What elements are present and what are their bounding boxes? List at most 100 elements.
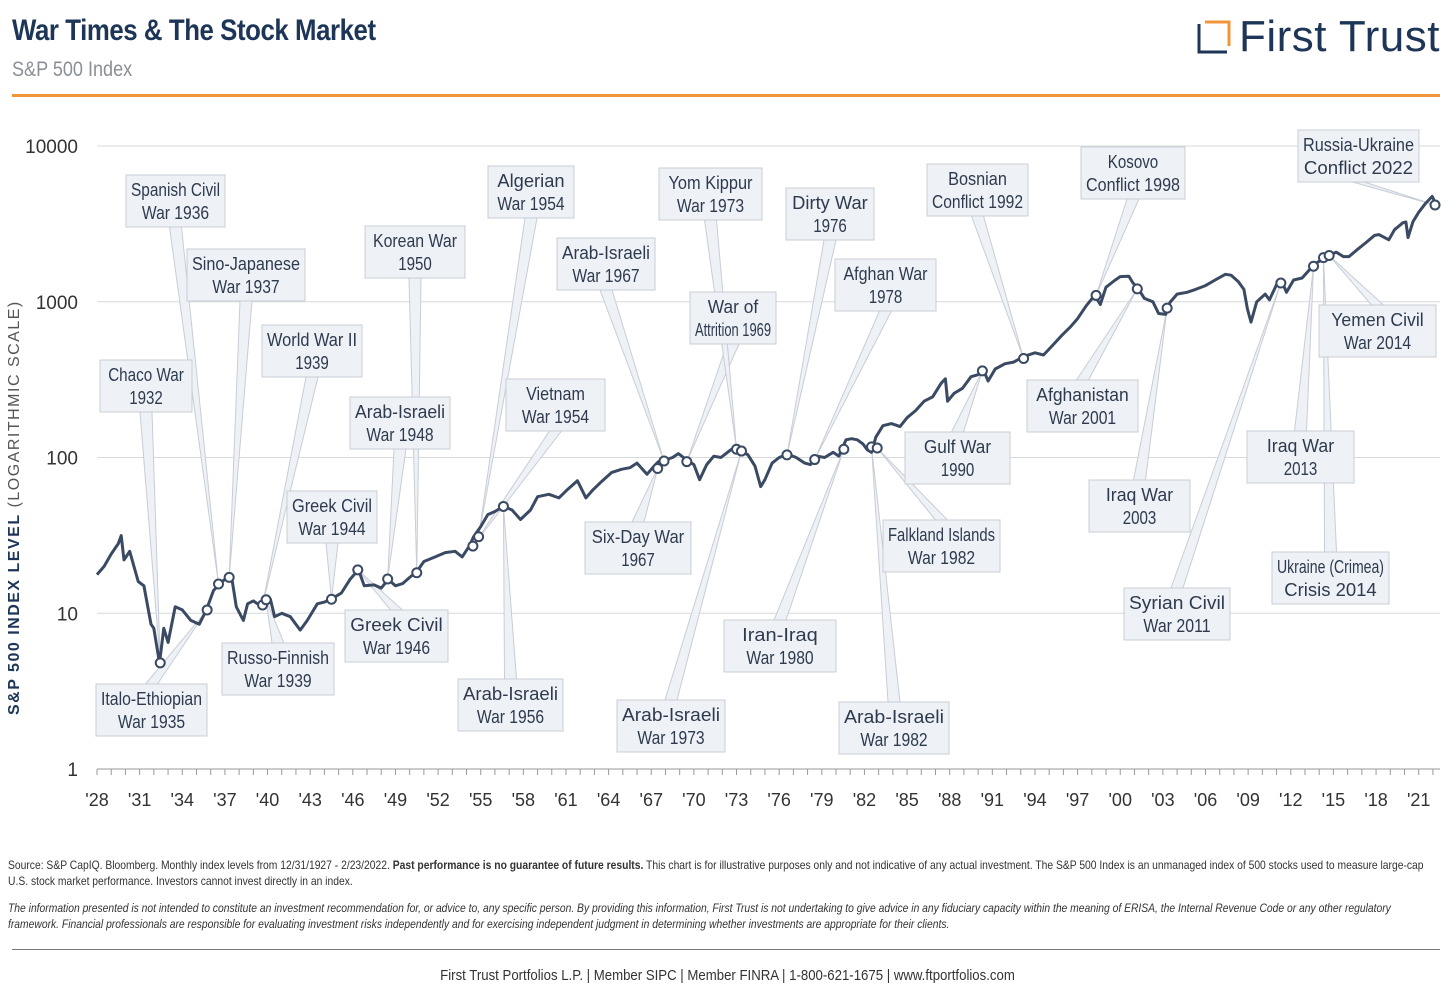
annotation-marker [809, 454, 821, 466]
x-tick-label: '70 [682, 790, 705, 810]
x-tick-label: '82 [853, 790, 876, 810]
x-tick-labels: '28 '31 '34 '37 '40 '43 '46 '49 '52 '55 '58 '61 '64 '… [85, 790, 1430, 810]
annotation-marker [781, 449, 793, 461]
annotation-markers [154, 199, 1441, 669]
x-tick-label: '55 [469, 790, 492, 810]
annotation-label: Yemen Civil [1331, 310, 1423, 330]
annotation-leader [325, 542, 339, 600]
annotation-box [1026, 379, 1139, 433]
x-tick-label: '85 [895, 790, 918, 810]
annotation-label: Conflict 2022 [1304, 158, 1413, 178]
annotation-label: War of [708, 297, 759, 317]
annotation-label: 1967 [621, 550, 655, 570]
annotation-label: World War II [267, 330, 357, 350]
x-tick-label: '64 [597, 790, 620, 810]
annotation-label: Arab-Israeli [844, 707, 944, 727]
annotation-label: War 1944 [298, 519, 365, 539]
annotation-leader [871, 446, 901, 703]
annotation-box [1246, 430, 1355, 484]
annotation-label: Ukraine (Crimea) [1277, 557, 1384, 577]
annotation-label: 1978 [869, 287, 903, 307]
annotation-box [834, 258, 937, 312]
annotation-leader [502, 506, 518, 680]
annotation-label: Greek Civil [350, 615, 442, 635]
annotation-box [1271, 551, 1390, 605]
annotation-box [125, 174, 226, 228]
annotation-marker [838, 443, 850, 455]
annotation-label: 2013 [1284, 459, 1318, 479]
annotation-label: War 1980 [746, 648, 813, 668]
annotation-box [1297, 129, 1420, 183]
annotation-label: War 1939 [244, 671, 311, 691]
annotation-leader [1075, 288, 1138, 381]
annotation-leader [786, 239, 837, 455]
annotation-label: 1990 [941, 460, 975, 480]
annotation-box [364, 225, 466, 279]
annotation-label: Korean War [373, 231, 457, 251]
y-tick-label: 1 [67, 760, 78, 781]
annotation-box [882, 519, 1001, 573]
annotation-box [487, 165, 575, 219]
annotation-label: War 1973 [677, 196, 744, 216]
x-tick-label: '46 [341, 790, 364, 810]
annotation-box [344, 609, 449, 663]
annotation-label: Arab-Israeli [463, 684, 558, 704]
x-tick-label: '15 [1322, 790, 1345, 810]
annotation-label: 1976 [813, 216, 847, 236]
annotation-label: War 1937 [212, 277, 279, 297]
annotation-box [221, 642, 335, 696]
annotation-label: Afghanistan [1036, 385, 1128, 405]
contact-text: First Trust Portfolios L.P. | Member SIP… [440, 967, 1016, 984]
annotation-label: Gulf War [924, 437, 991, 457]
x-tick-label: '37 [213, 790, 236, 810]
x-tick-label: '91 [981, 790, 1004, 810]
annotation-leader [970, 215, 1025, 359]
footer-divider [12, 949, 1440, 950]
annotation-label: War 2014 [1344, 333, 1411, 353]
annotation-marker [1131, 283, 1143, 295]
logo-mark-icon [1197, 20, 1231, 54]
annotation-label: 1939 [295, 353, 329, 373]
annotation-marker [213, 578, 225, 590]
annotation-box [1123, 587, 1231, 641]
annotation-box [926, 163, 1029, 217]
source-text-suffix: This chart is for illustrative purposes … [8, 858, 1424, 888]
annotation-leader [773, 449, 845, 621]
annotation-label: Vietnam [526, 384, 585, 404]
x-tick-label: '03 [1151, 790, 1174, 810]
annotation-marker [154, 657, 166, 669]
source-text: Source: S&P CapIQ. Bloomberg. Monthly in… [8, 858, 390, 872]
annotation-marker [473, 531, 485, 543]
annotation-label: Russo-Finnish [227, 648, 329, 668]
annotation-label: War 1954 [522, 407, 589, 427]
annotation-box [1318, 304, 1437, 358]
annotation-label: Falkland Islands [888, 525, 995, 545]
annotation-callouts: Chaco War 1932 Italo-Ethiopian War 1935 Span… [95, 129, 1437, 755]
annotation-label: War 1948 [366, 425, 433, 445]
annotation-label: War 1956 [477, 707, 544, 727]
page-title: War Times & The Stock Market [12, 14, 376, 47]
x-tick-label: '40 [256, 790, 279, 810]
annotation-leader [265, 599, 285, 644]
annotation-leader [228, 300, 253, 578]
annotation-label: Iraq War [1106, 485, 1173, 505]
y-tick-label: 10 [57, 604, 78, 625]
x-tick-label: '94 [1023, 790, 1046, 810]
annotation-label: Six-Day War [592, 527, 684, 547]
y-tick-label: 10000 [25, 137, 78, 158]
annotation-box [785, 187, 875, 241]
annotation-box [556, 237, 656, 291]
annotation-label: War 1982 [908, 548, 975, 568]
x-tick-label: '21 [1407, 790, 1430, 810]
annotation-leader [814, 310, 893, 460]
annotation-label: Conflict 1992 [932, 192, 1023, 212]
annotation-marker [467, 540, 479, 552]
annotation-label: Dirty War [792, 193, 868, 213]
annotation-marker [652, 462, 664, 474]
annotation-marker [382, 573, 394, 585]
annotation-marker [976, 365, 988, 377]
annotation-leader [1132, 308, 1168, 481]
annotation-leader [357, 569, 404, 611]
annotation-box [261, 324, 363, 378]
x-tick-label: '73 [725, 790, 748, 810]
